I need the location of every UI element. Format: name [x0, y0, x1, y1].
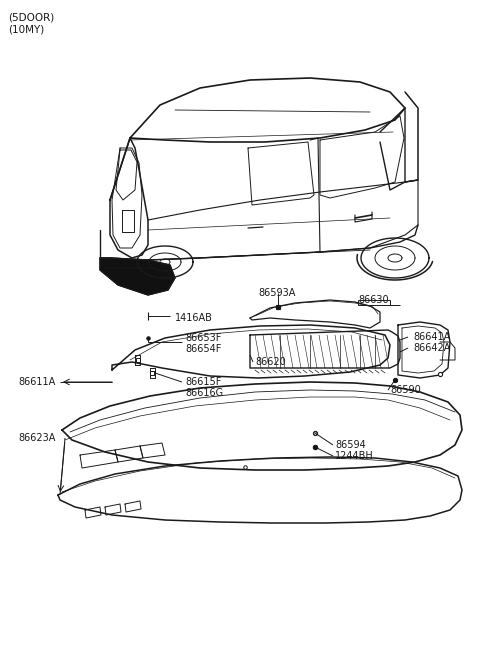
Text: (10MY): (10MY) [8, 24, 44, 34]
Text: 86615F: 86615F [185, 377, 221, 387]
Text: 86620: 86620 [255, 357, 286, 367]
Text: 86630: 86630 [358, 295, 389, 305]
Text: 86616G: 86616G [185, 388, 223, 398]
Text: 86642A: 86642A [413, 343, 450, 353]
Text: 86653F: 86653F [185, 333, 221, 343]
Text: 1244BH: 1244BH [335, 451, 374, 461]
Text: 86623A: 86623A [18, 433, 55, 443]
Text: 86590: 86590 [390, 385, 421, 395]
Text: 86611A: 86611A [18, 377, 55, 387]
Text: 86654F: 86654F [185, 344, 221, 354]
Polygon shape [100, 258, 175, 295]
Text: 86594: 86594 [335, 440, 366, 450]
Text: 86593A: 86593A [258, 288, 295, 298]
Text: (5DOOR): (5DOOR) [8, 12, 54, 22]
Text: 1416AB: 1416AB [175, 313, 213, 323]
Text: 86641A: 86641A [413, 332, 450, 342]
